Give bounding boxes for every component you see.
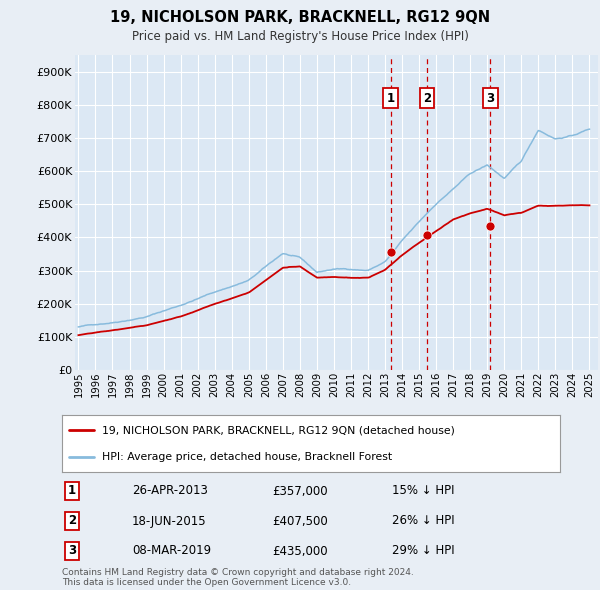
Text: Price paid vs. HM Land Registry's House Price Index (HPI): Price paid vs. HM Land Registry's House … bbox=[131, 30, 469, 43]
Text: £407,500: £407,500 bbox=[272, 514, 328, 527]
Text: 18-JUN-2015: 18-JUN-2015 bbox=[132, 514, 206, 527]
Text: 08-MAR-2019: 08-MAR-2019 bbox=[132, 545, 211, 558]
Text: 19, NICHOLSON PARK, BRACKNELL, RG12 9QN: 19, NICHOLSON PARK, BRACKNELL, RG12 9QN bbox=[110, 10, 490, 25]
Text: 3: 3 bbox=[68, 545, 76, 558]
Text: 1: 1 bbox=[386, 91, 395, 104]
Text: £357,000: £357,000 bbox=[272, 484, 328, 497]
Text: 2: 2 bbox=[68, 514, 76, 527]
Text: 26% ↓ HPI: 26% ↓ HPI bbox=[392, 514, 455, 527]
Text: 15% ↓ HPI: 15% ↓ HPI bbox=[392, 484, 455, 497]
Text: HPI: Average price, detached house, Bracknell Forest: HPI: Average price, detached house, Brac… bbox=[102, 451, 392, 461]
Text: Contains HM Land Registry data © Crown copyright and database right 2024.
This d: Contains HM Land Registry data © Crown c… bbox=[62, 568, 414, 588]
Text: 3: 3 bbox=[486, 91, 494, 104]
Text: 2: 2 bbox=[423, 91, 431, 104]
Text: 29% ↓ HPI: 29% ↓ HPI bbox=[392, 545, 455, 558]
Text: 1: 1 bbox=[68, 484, 76, 497]
Text: 19, NICHOLSON PARK, BRACKNELL, RG12 9QN (detached house): 19, NICHOLSON PARK, BRACKNELL, RG12 9QN … bbox=[102, 425, 455, 435]
Text: 26-APR-2013: 26-APR-2013 bbox=[132, 484, 208, 497]
Text: £435,000: £435,000 bbox=[272, 545, 328, 558]
